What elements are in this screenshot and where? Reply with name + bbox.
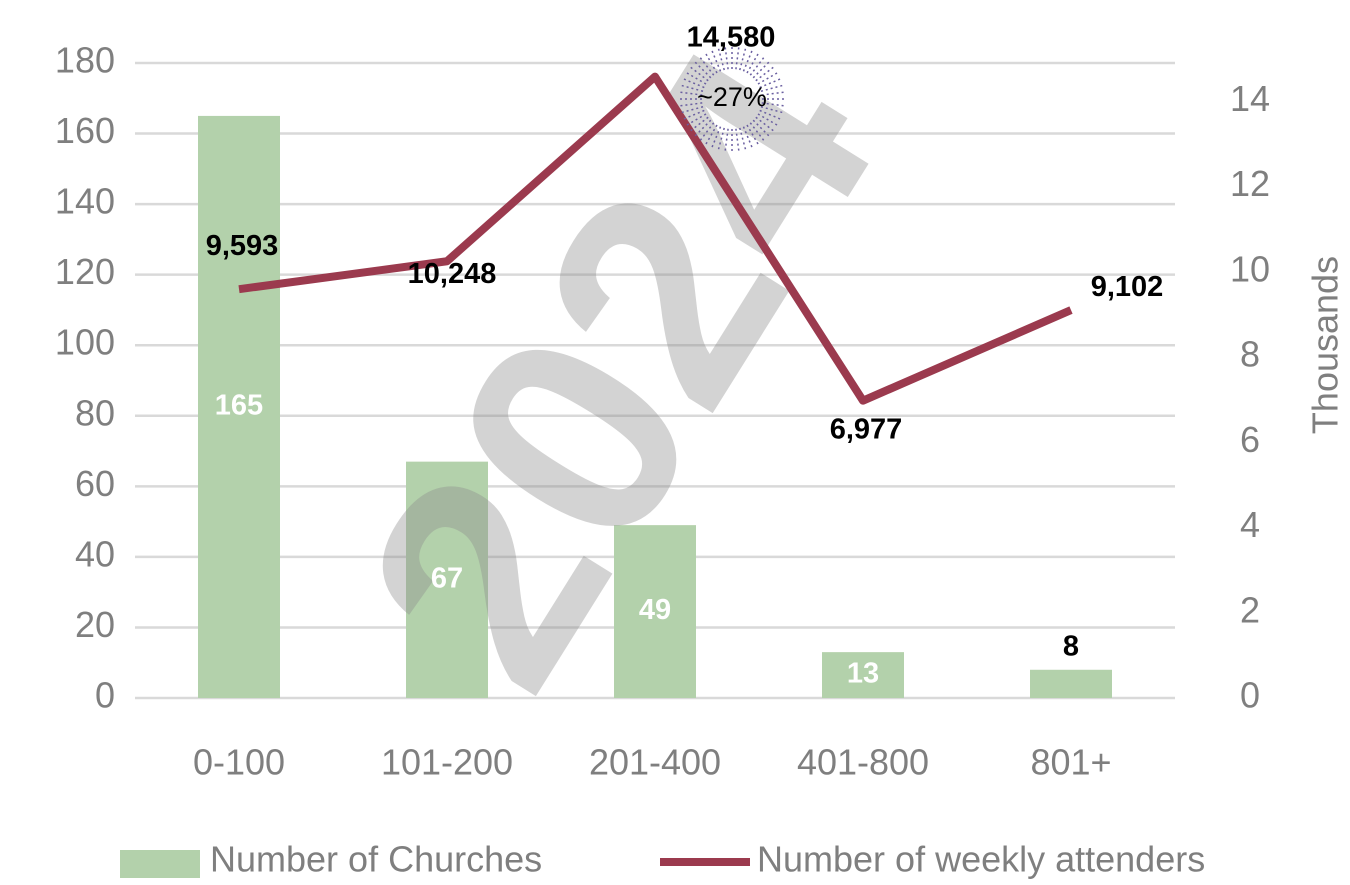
burst-ray (749, 55, 766, 76)
x-tick-label: 101-200 (381, 742, 513, 783)
y2-tick-label: 8 (1240, 334, 1260, 375)
y-tick-label: 80 (75, 392, 115, 433)
line-value-label: 6,977 (830, 413, 903, 445)
burst-ray (755, 116, 776, 133)
burst-ray (679, 84, 704, 92)
bar-value-label: 165 (215, 390, 263, 422)
y-tick-label: 20 (75, 604, 115, 645)
burst-ray (681, 77, 705, 89)
bar-value-label: 49 (639, 594, 671, 626)
burst-ray (742, 126, 754, 150)
burst-ray (724, 45, 729, 70)
x-tick-label: 201-400 (589, 742, 721, 783)
burst-ray (698, 55, 715, 76)
y-tick-label: 180 (55, 40, 115, 81)
line (238, 72, 1073, 405)
bar (1030, 669, 1112, 698)
burst-ray (693, 60, 712, 79)
y-tick-label: 0 (95, 675, 115, 716)
bar (406, 461, 488, 698)
burst-ray (759, 77, 783, 89)
burst-ray (688, 65, 709, 82)
burst-ray (757, 113, 780, 127)
burst-ray (760, 84, 785, 92)
burst-ray (735, 45, 740, 70)
y-tick-label: 40 (75, 533, 115, 574)
burst-ray (761, 102, 786, 107)
bar (822, 652, 904, 698)
bar-value-label: 8 (1063, 630, 1079, 662)
burst-ray (757, 71, 780, 85)
bar (198, 115, 280, 698)
burst-ray (752, 60, 771, 79)
y2-tick-label: 0 (1240, 675, 1260, 716)
burst-ray (704, 51, 718, 74)
burst-ray (678, 91, 703, 96)
burst-ray (759, 109, 783, 121)
bar-value-label: 67 (431, 562, 463, 594)
y2-tick-label: 12 (1230, 163, 1270, 204)
burst-ray (739, 46, 747, 71)
burst-ray (710, 48, 722, 72)
x-tick-label: 401-800 (797, 742, 929, 783)
bar (614, 525, 696, 698)
line-value-label: 9,102 (1091, 271, 1164, 303)
y2-tick-label: 6 (1240, 419, 1260, 460)
burst-ray (717, 127, 725, 152)
burst-ray (749, 122, 766, 143)
y2-tick-label: 10 (1230, 248, 1270, 289)
burst-ray (710, 126, 722, 150)
burst-ray (746, 124, 760, 147)
y-tick-label: 120 (55, 251, 115, 292)
callout-label: ~27% (697, 82, 767, 112)
burst-ray (755, 65, 776, 82)
legend-label: Number of Churches (210, 839, 542, 880)
legend-swatch (120, 850, 200, 878)
burst-ray (684, 71, 707, 85)
burst-ray (684, 113, 707, 127)
y-tick-label: 60 (75, 463, 115, 504)
y-tick-label: 160 (55, 110, 115, 151)
burst-ray (679, 106, 704, 114)
y2-tick-label: 14 (1230, 78, 1270, 119)
burst-ray (704, 124, 718, 147)
burst-ray (739, 127, 747, 152)
burst-ray (735, 128, 740, 153)
y2-tick-label: 4 (1240, 504, 1260, 545)
burst-ray (693, 119, 712, 138)
burst-ray (746, 51, 760, 74)
burst-ray (742, 48, 754, 72)
legend-label: Number of weekly attenders (757, 839, 1205, 880)
y2-axis-label: Thousands (1305, 256, 1346, 434)
y2-tick-label: 2 (1240, 589, 1260, 630)
burst-ray (724, 128, 729, 153)
callout-burst (678, 45, 786, 153)
y-tick-label: 140 (55, 181, 115, 222)
burst-ray (698, 122, 715, 143)
burst-ray (688, 116, 709, 133)
burst-ray (717, 46, 725, 71)
bar-value-label: 13 (847, 658, 879, 690)
x-tick-label: 0-100 (193, 742, 285, 783)
line-value-label: 10,248 (408, 258, 497, 290)
x-tick-label: 801+ (1030, 742, 1111, 783)
burst-ray (760, 106, 785, 114)
line-value-label: 9,593 (206, 230, 279, 262)
burst-ray (681, 109, 705, 121)
line-value-label: 14,580 (687, 21, 776, 53)
burst-ray (678, 102, 703, 107)
burst-ray (761, 91, 786, 96)
burst-ray (752, 119, 771, 138)
y-tick-label: 100 (55, 322, 115, 363)
